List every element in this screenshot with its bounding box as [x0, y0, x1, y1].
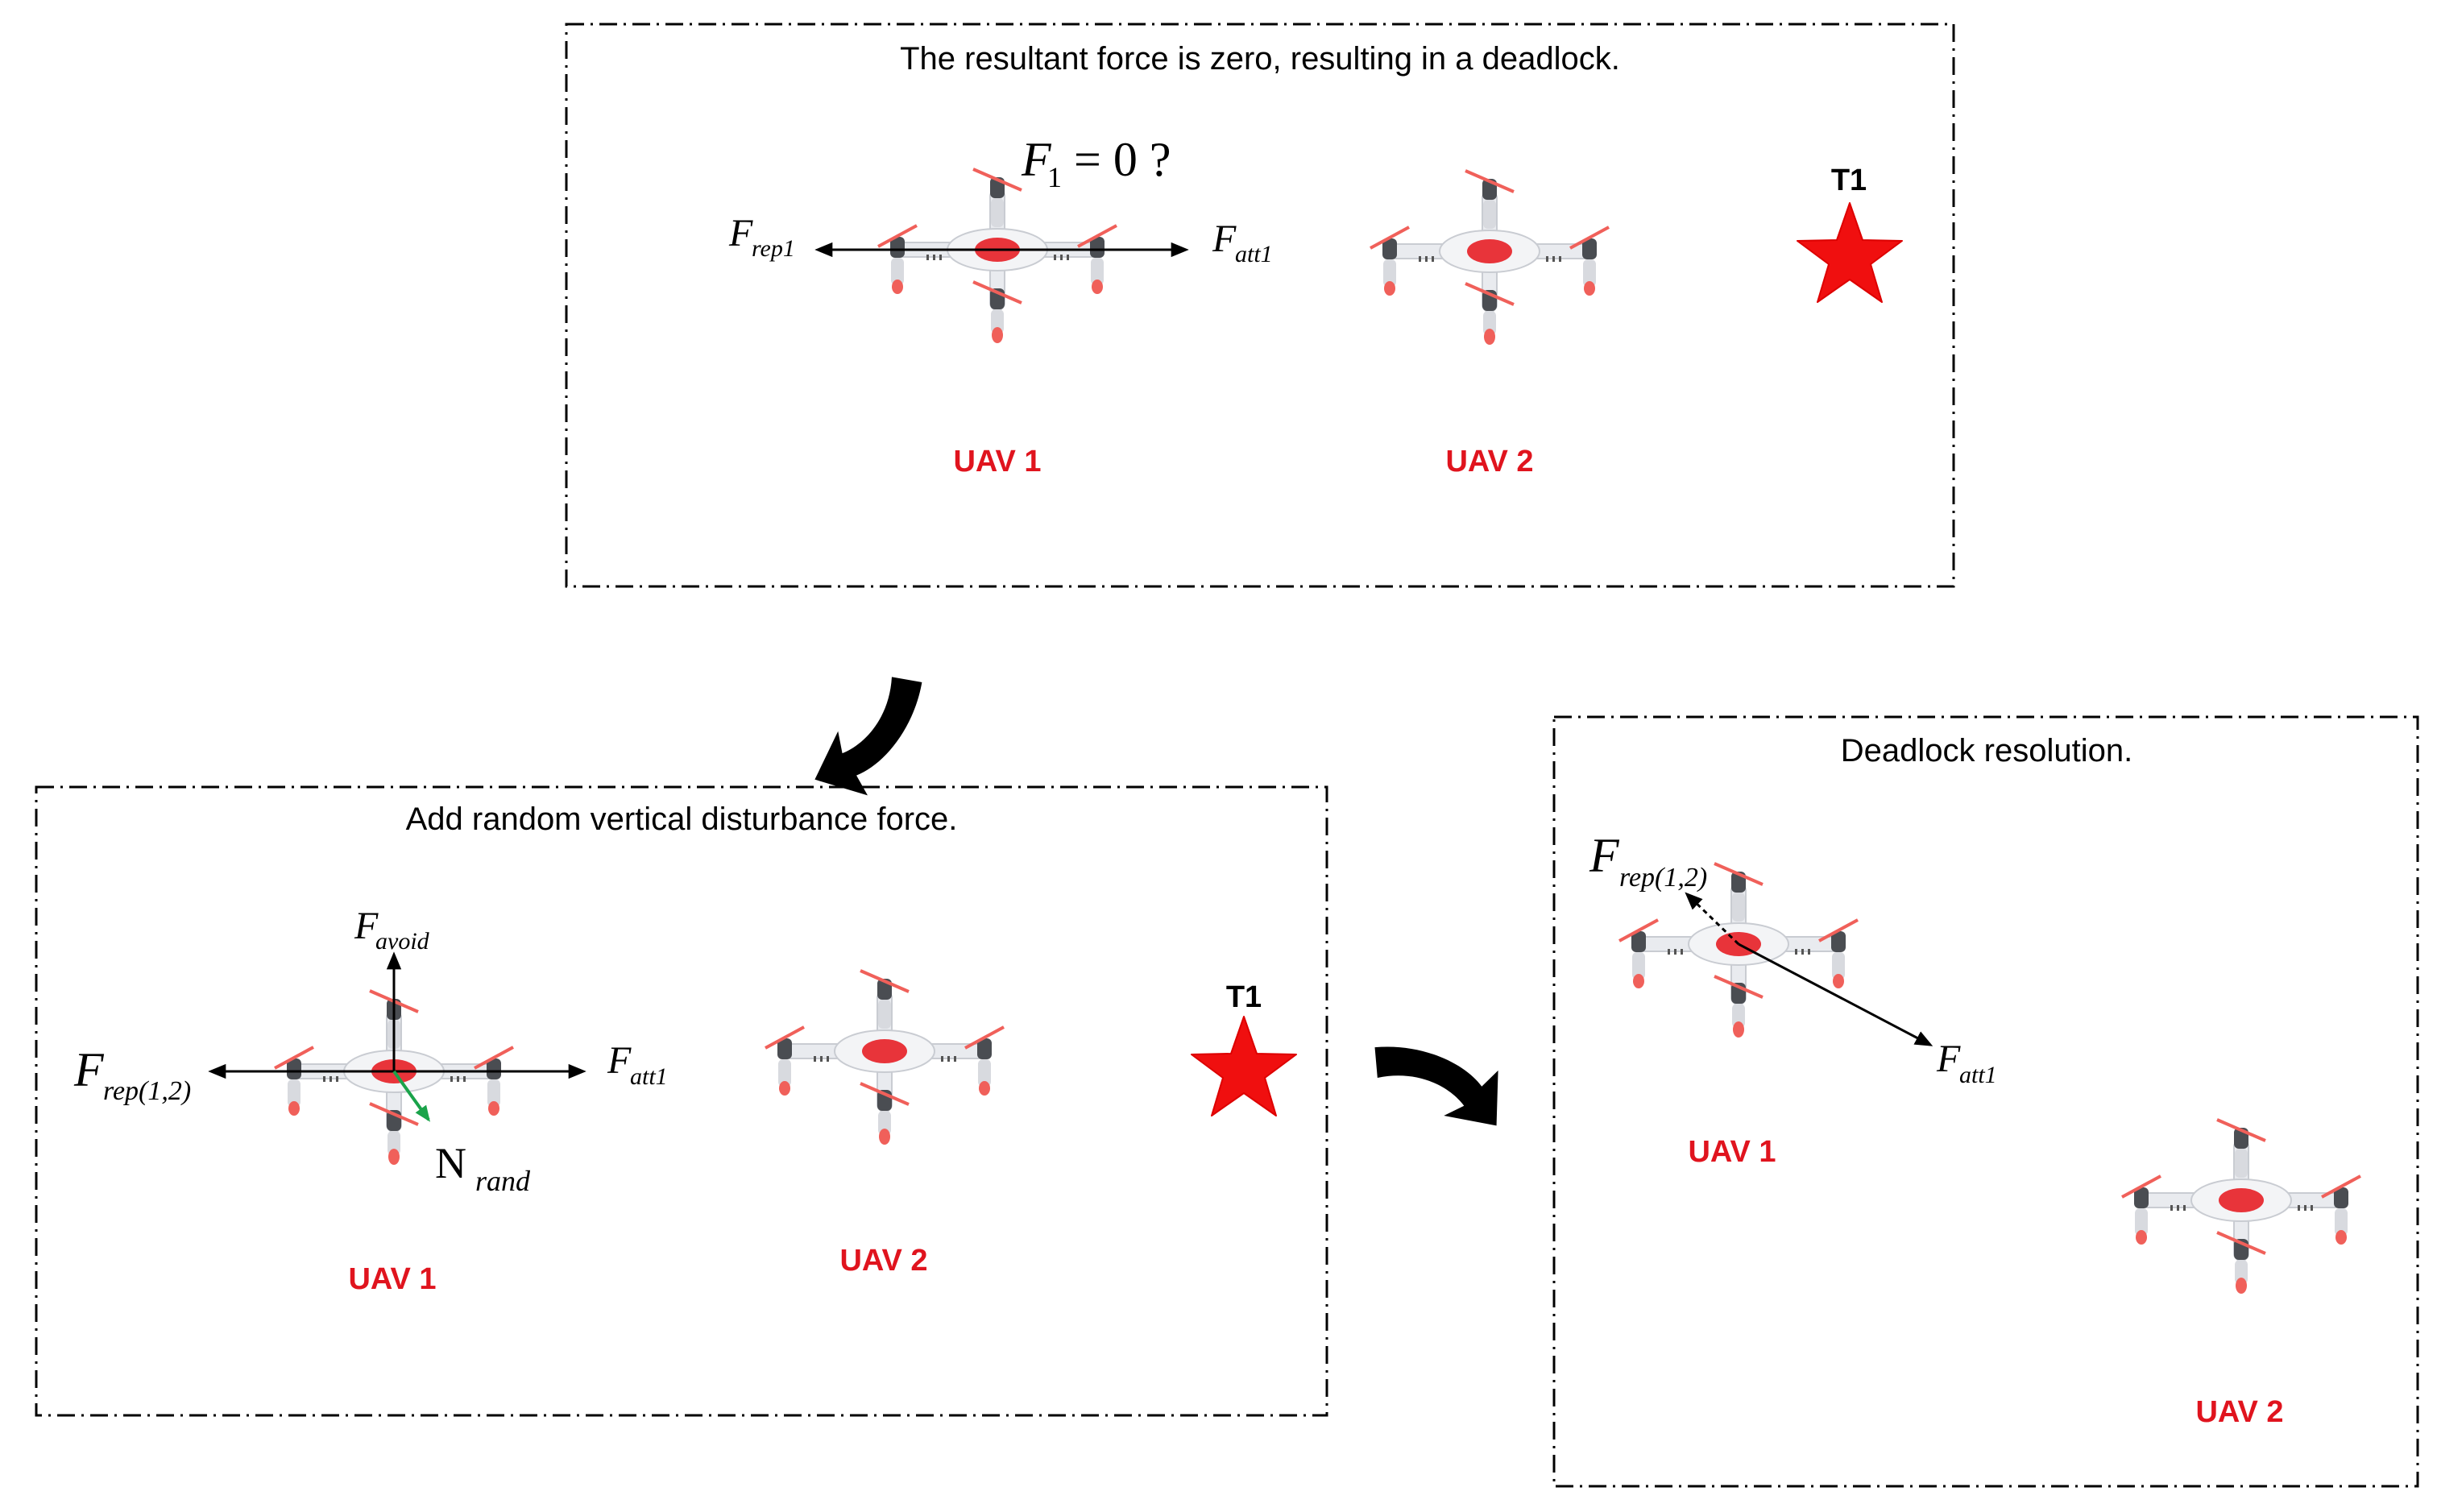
force-label-avoid: F avoid	[354, 905, 430, 955]
svg-text:F: F	[728, 212, 753, 255]
force-label-att1: F att1	[1212, 217, 1273, 267]
uav2-label: UAV 2	[1445, 445, 1533, 478]
svg-text:att1: att1	[1235, 241, 1273, 267]
uav1-label: UAV 1	[953, 445, 1041, 478]
uav2-drone	[764, 969, 1005, 1146]
svg-text:rep(1,2): rep(1,2)	[1619, 863, 1707, 893]
uav2-label: UAV 2	[2195, 1395, 2283, 1429]
noise-arrow	[392, 1070, 430, 1122]
panel-frame	[1552, 715, 2419, 1488]
panel-title: Deadlock resolution.	[1841, 733, 2132, 768]
svg-text:avoid: avoid	[375, 928, 430, 955]
star-icon	[1191, 1016, 1297, 1116]
svg-text:N: N	[435, 1139, 466, 1187]
panel-frame	[565, 23, 1955, 588]
force-label-att1: F att1	[1936, 1038, 1997, 1088]
svg-text:rep1: rep1	[752, 235, 795, 262]
svg-text:rand: rand	[475, 1165, 531, 1197]
curved-arrow-icon	[814, 666, 922, 802]
uav1-label: UAV 1	[1688, 1135, 1776, 1169]
force-label-rep12: F rep(1,2)	[73, 1043, 191, 1106]
target-label: T1	[1831, 164, 1867, 197]
svg-text:F: F	[354, 905, 379, 947]
svg-text:F: F	[1589, 829, 1620, 882]
quadcopter-icon	[1369, 169, 1610, 346]
svg-text:att1: att1	[1959, 1062, 1997, 1088]
uav2-label: UAV 2	[839, 1244, 927, 1278]
quadcopter-icon	[764, 969, 1005, 1146]
curved-arrow-icon	[1374, 1037, 1503, 1136]
uav1-drone	[877, 168, 1118, 345]
star-icon	[1797, 202, 1903, 303]
force-label-att1: F att1	[607, 1039, 668, 1090]
uav2-drone	[2120, 1118, 2362, 1295]
uav2-drone	[1369, 169, 1610, 346]
quadcopter-icon	[877, 168, 1118, 345]
svg-text:F: F	[73, 1043, 105, 1096]
panel-frame	[35, 785, 1328, 1417]
panel-disturbance: Add random vertical disturbance force. F…	[35, 785, 1328, 1417]
equation-symbol: F	[1021, 133, 1052, 186]
svg-text:att1: att1	[630, 1063, 668, 1090]
panel-title: The resultant force is zero, resulting i…	[900, 41, 1620, 77]
equation-subscript: 1	[1047, 161, 1062, 193]
panel-resolution: Deadlock resolution. F rep(1,2) F att1 U…	[1552, 715, 2419, 1488]
force-arrow-att1	[1738, 942, 1933, 1046]
force-arrow-rep12	[1685, 892, 1740, 946]
svg-text:F: F	[1212, 217, 1237, 260]
panel-deadlock: The resultant force is zero, resulting i…	[565, 23, 1955, 588]
force-label-rep1: F rep1	[728, 212, 795, 262]
quadcopter-icon	[2120, 1118, 2362, 1295]
svg-text:rep(1,2): rep(1,2)	[103, 1076, 191, 1106]
equation-rest: = 0 ?	[1074, 133, 1171, 186]
noise-label: N rand	[435, 1139, 531, 1197]
equation-f1-zero: F 1 = 0 ?	[1021, 133, 1171, 193]
svg-text:F: F	[607, 1039, 632, 1082]
panel-title: Add random vertical disturbance force.	[406, 802, 958, 837]
svg-text:F: F	[1936, 1038, 1961, 1080]
uav1-label: UAV 1	[348, 1262, 436, 1296]
force-label-rep12: F rep(1,2)	[1589, 829, 1707, 893]
target-label: T1	[1226, 980, 1262, 1014]
